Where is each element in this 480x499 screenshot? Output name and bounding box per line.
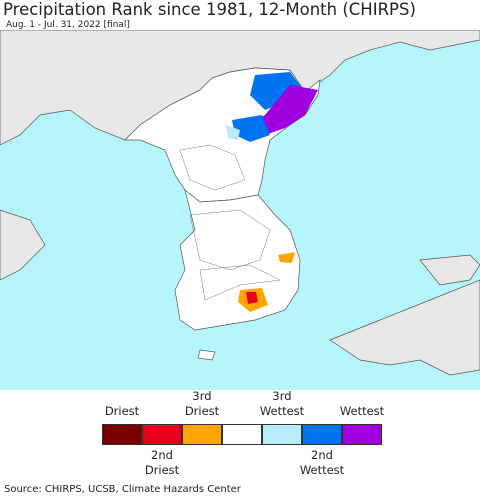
- legend-label: 2nd Driest: [144, 448, 180, 477]
- wet-area: [226, 125, 240, 140]
- legend-label: Wettest: [339, 404, 385, 418]
- map: [0, 30, 480, 390]
- legend-swatch: [262, 424, 302, 445]
- japan-north: [419, 254, 480, 286]
- legend-label: 3rd Wettest: [259, 389, 305, 418]
- legend-swatch: [102, 424, 142, 445]
- source: Source: CHIRPS, UCSB, Climate Hazards Ce…: [4, 484, 241, 495]
- wettest-area: [250, 85, 318, 135]
- title: Precipitation Rank since 1981, 12-Month …: [3, 0, 416, 19]
- dry-area: [278, 252, 295, 263]
- subtitle: Aug. 1 - Jul. 31, 2022 [final]: [6, 20, 130, 30]
- legend-swatch: [342, 424, 382, 445]
- legend-swatch: [302, 424, 342, 445]
- legend-swatch: [182, 424, 222, 445]
- wet-area: [232, 115, 270, 142]
- legend-label: Driest: [104, 404, 140, 418]
- wet-area: [250, 72, 305, 110]
- legend-swatch: [142, 424, 182, 445]
- province-borders: [179, 144, 281, 301]
- china-coast: [0, 209, 46, 281]
- legend-label: 3rd Driest: [184, 389, 220, 418]
- south-korea: [174, 189, 301, 331]
- japan: [329, 279, 480, 376]
- jeju: [197, 349, 216, 361]
- dry-area: [246, 292, 258, 304]
- legend-label: 2nd Wettest: [299, 448, 345, 477]
- legend-swatch: [222, 424, 262, 445]
